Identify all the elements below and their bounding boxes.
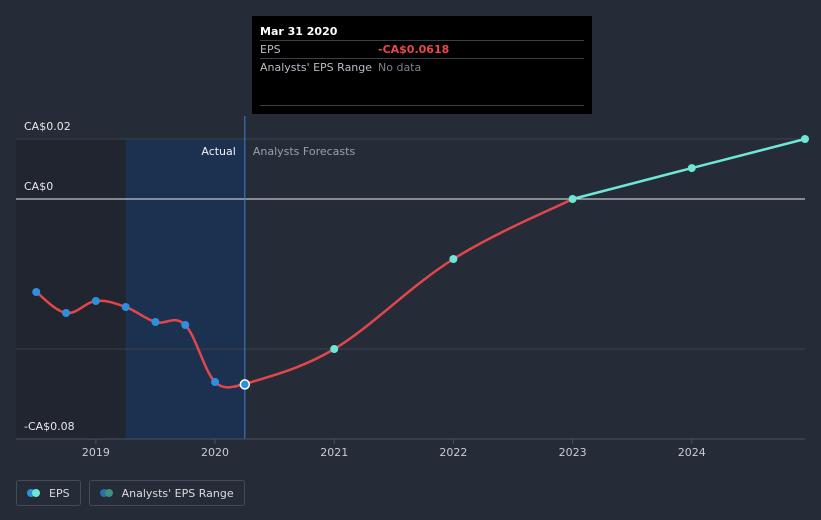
eps-actual-point[interactable] [32,288,41,296]
tooltip-eps-label: EPS [260,43,281,56]
eps-forecast-point[interactable] [449,255,458,263]
y-tick-label: CA$0 [24,180,53,193]
eps-forecast-point[interactable] [330,345,339,353]
tooltip-row-range: Analysts' EPS Range No data [260,58,584,76]
eps-actual-point[interactable] [151,318,160,326]
legend-range-label: Analysts' EPS Range [121,486,234,500]
tooltip-range-value: No data [378,61,422,74]
eps-forecast-point[interactable] [687,164,696,173]
tooltip-date: Mar 31 2020 [260,25,338,38]
eps-forecast-negative-line [244,197,574,386]
eps-actual-point[interactable] [91,297,100,305]
eps-forecast-point[interactable] [801,135,809,143]
x-tick-label: 2021 [320,446,348,459]
eps-legend-icon [27,489,41,497]
eps-actual-point[interactable] [211,378,220,386]
y-axis-labels: CA$0.02 CA$0 -CA$0.08 [24,120,75,433]
actual-zone-label: Actual [201,145,235,158]
grid-lines [16,138,805,350]
x-tick-label: 2019 [82,446,110,459]
x-tick-label: 2022 [439,446,467,459]
legend-eps-button[interactable]: EPS [16,480,81,506]
eps-actual-point[interactable] [121,303,130,311]
y-tick-label: -CA$0.08 [24,420,75,433]
actual-range-band [125,139,245,439]
legend: EPS Analysts' EPS Range [16,480,245,506]
tooltip-range-label: Analysts' EPS Range [260,61,373,74]
highlighted-point[interactable] [239,379,251,390]
eps-actual-point[interactable] [181,321,190,329]
eps-actual-point[interactable] [62,309,71,317]
legend-eps-label: EPS [49,486,70,500]
tooltip-divider [260,105,584,106]
x-axis-labels: 2019 2020 2021 2022 2023 2024 [82,439,706,459]
tooltip: Mar 31 2020 EPS -CA$0.0618 Analysts' EPS… [252,16,592,114]
x-tick-label: 2020 [201,446,229,459]
x-tick-label: 2023 [559,446,587,459]
tooltip-eps-value: -CA$0.0618 [378,43,450,56]
range-legend-icon [99,489,114,497]
tooltip-row-eps: EPS -CA$0.0618 [260,40,584,58]
eps-points [32,135,809,390]
forecast-zone-label: Analysts Forecasts [253,145,356,158]
x-tick-label: 2024 [678,446,706,459]
eps-forecast-point[interactable] [568,195,577,203]
y-tick-label: CA$0.02 [24,120,71,133]
legend-range-button[interactable]: Analysts' EPS Range [88,480,245,506]
